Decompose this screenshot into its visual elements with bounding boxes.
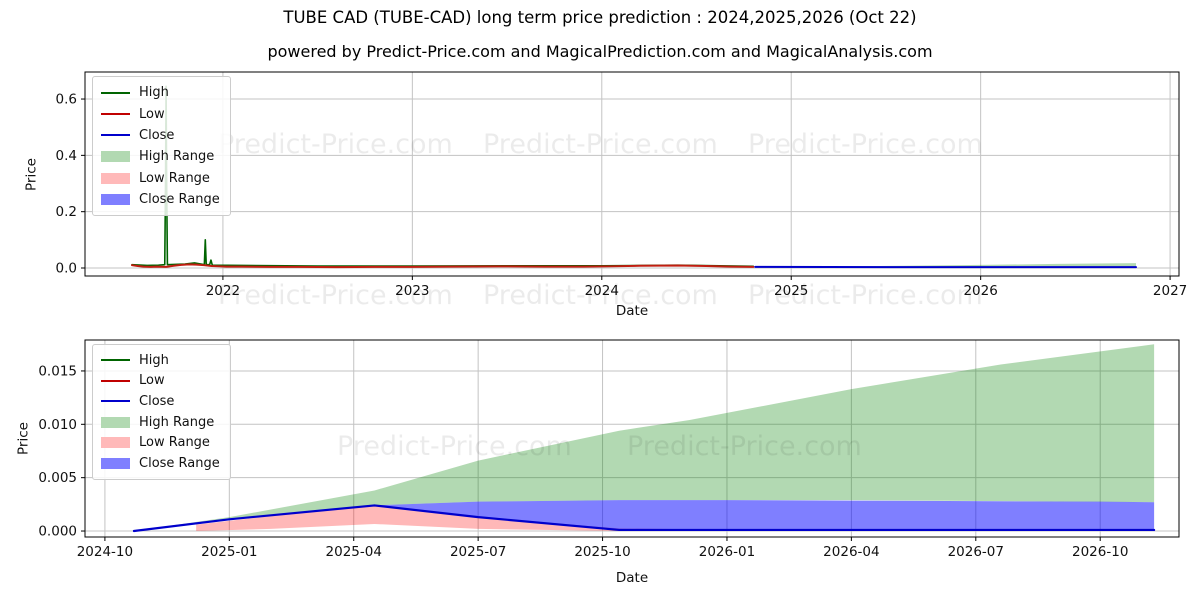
legend-label: Close — [139, 127, 175, 143]
y-tick-label: 0.4 — [56, 148, 77, 164]
legend-entry-low-range: Low Range — [101, 168, 220, 189]
x-tick-label: 2023 — [395, 283, 429, 299]
legend-entry-high-range: High Range — [101, 412, 220, 433]
band-low-range — [196, 505, 748, 532]
y-axis-label-top: Price — [23, 158, 40, 191]
series-line-close — [132, 504, 1156, 533]
legend-entry-high: High — [101, 82, 220, 103]
y-axis-label-bottom: Price — [15, 422, 32, 455]
band-close-range — [374, 500, 1155, 530]
legend-entry-close: Close — [101, 125, 220, 146]
x-tick-label: 2025 — [774, 283, 808, 299]
x-axis-label-top: Date — [615, 303, 649, 319]
legend-label: Close Range — [139, 192, 220, 208]
low-swatch-icon — [101, 379, 130, 382]
y-tick-label: 0.0 — [56, 261, 77, 277]
y-tick-label: 0.010 — [38, 417, 77, 433]
legend-entry-close-range: Close Range — [101, 453, 220, 474]
legend-entry-low-range: Low Range — [101, 432, 220, 453]
legend-label: High — [139, 352, 169, 368]
legend-label: High Range — [139, 149, 215, 165]
x-tick-label: 2026-10 — [1072, 544, 1128, 560]
x-tick-label: 2026 — [963, 283, 997, 299]
legend-label: Low Range — [139, 435, 210, 451]
x-tick-label: 2025-04 — [326, 544, 382, 560]
x-tick-label: 2026-04 — [823, 544, 879, 560]
chart-subtitle: powered by Predict-Price.com and Magical… — [267, 42, 933, 61]
x-tick-label: 2025-07 — [450, 544, 506, 560]
plot-border — [84, 71, 1180, 277]
high-swatch-icon — [101, 359, 130, 362]
legend-entry-low: Low — [101, 371, 220, 392]
legend-label: Close — [139, 393, 175, 409]
y-tick-label: 0.005 — [38, 470, 77, 486]
y-tick-label: 0.015 — [38, 363, 77, 379]
legend-label: Low — [139, 373, 165, 389]
x-axis-label-bottom: Date — [615, 570, 649, 586]
band-high-range — [133, 344, 1155, 532]
high-swatch-icon — [101, 91, 130, 94]
x-tick-label: 2022 — [206, 283, 240, 299]
legend-entry-close: Close — [101, 391, 220, 412]
x-tick-label: 2025-10 — [574, 544, 630, 560]
high-range-swatch-icon — [101, 416, 130, 428]
y-tick-label: 0.2 — [56, 204, 77, 220]
y-tick-label: 0.6 — [56, 92, 77, 108]
chart-2: 2024-10 2025-01 2025-04 2025-07 2025-10 2026-… — [38, 339, 1180, 560]
x-tick-label: 2027 — [1153, 283, 1187, 299]
x-tick-label: 2026-07 — [948, 544, 1004, 560]
legend-bottom-chart: High Low Close High Range Low Range Close Ran… — [92, 344, 231, 480]
band-high-range — [755, 263, 1136, 268]
chart-1: 2022 2023 2024 2025 2026 2027 0.0 0.2 0.4 0.6 — [56, 71, 1187, 299]
close-swatch-icon — [101, 134, 130, 137]
low-range-swatch-icon — [101, 437, 130, 449]
plot-border — [84, 339, 1180, 538]
y-tick-label: 0.000 — [38, 524, 77, 540]
close-range-swatch-icon — [101, 457, 130, 469]
legend-label: High Range — [139, 414, 215, 430]
legend-entry-high: High — [101, 350, 220, 371]
legend-label: Low — [139, 106, 165, 122]
legend-entry-low: Low — [101, 103, 220, 124]
high-range-swatch-icon — [101, 151, 130, 163]
x-tick-label: 2025-01 — [201, 544, 257, 560]
x-tick-label: 2024-10 — [77, 544, 133, 560]
close-range-swatch-icon — [101, 194, 130, 206]
legend-top-chart: High Low Close High Range Low Range Close Ran… — [92, 76, 231, 217]
legend-label: Low Range — [139, 170, 210, 186]
legend-label: Close Range — [139, 455, 220, 471]
series-line-low — [130, 263, 755, 269]
low-range-swatch-icon — [101, 172, 130, 184]
legend-entry-high-range: High Range — [101, 146, 220, 167]
legend-entry-close-range: Close Range — [101, 189, 220, 210]
legend-label: High — [139, 85, 169, 101]
chart-title: TUBE CAD (TUBE-CAD) long term price pred… — [283, 8, 917, 27]
low-swatch-icon — [101, 113, 130, 116]
x-tick-label: 2026-01 — [699, 544, 755, 560]
x-tick-label: 2024 — [585, 283, 619, 299]
close-swatch-icon — [101, 400, 130, 403]
